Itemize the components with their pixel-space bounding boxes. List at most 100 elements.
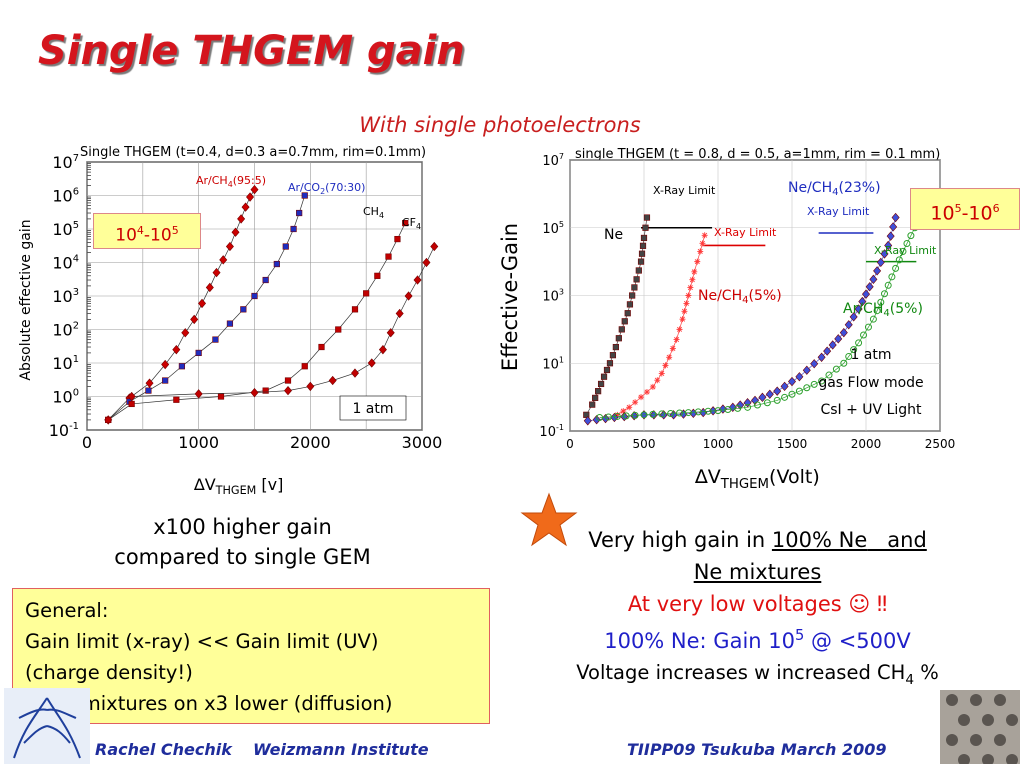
left-data-point [246, 192, 255, 202]
right-data-point [694, 408, 702, 416]
right-data-point [854, 304, 863, 314]
left-data-point [335, 326, 342, 333]
right-data-point [685, 292, 692, 299]
left-data-point [225, 241, 234, 252]
right-data-point [600, 373, 608, 380]
left-data-point [363, 290, 370, 297]
notes-line-3: (charge density!) [25, 661, 193, 684]
right-data-point [667, 409, 675, 417]
right-x-tick-label: 2500 [925, 437, 956, 451]
left-chart-xlabel: ∆VTHGEM [v] [194, 475, 284, 498]
right-data-point [658, 410, 666, 418]
left-x-tick-label: 2000 [290, 433, 331, 452]
left-y-tick-label: 102 [52, 320, 79, 339]
right-data-point [631, 284, 638, 291]
left-data-point [161, 359, 170, 370]
right-data-point [666, 354, 673, 361]
footer-author: Rachel Chechik [95, 740, 232, 759]
right-data-point [643, 214, 651, 221]
left-data-point [284, 385, 292, 396]
left-y-tick-label: 107 [52, 153, 79, 172]
right-data-point [643, 389, 650, 396]
right-data-point [640, 234, 648, 242]
right-data-point [734, 404, 742, 412]
right-data-point [876, 257, 885, 268]
right-data-point [624, 310, 631, 317]
left-data-point [413, 275, 422, 285]
right-data-point [691, 268, 698, 275]
left-y-tick-label: 101 [52, 354, 79, 373]
right-data-point [795, 387, 803, 395]
right-data-point [855, 339, 863, 347]
right-x-tick-label: 1500 [777, 437, 808, 451]
right-data-point [780, 381, 789, 392]
left-data-point [385, 253, 392, 260]
right-data-point [597, 380, 605, 388]
right-data-point [689, 276, 696, 283]
conclusion-line-5: Voltage increases w increased CH4 % [576, 661, 939, 688]
right-data-point [817, 352, 826, 362]
left-data-point [195, 349, 202, 357]
right-data-point [873, 266, 882, 276]
xray-limit-label: X-Ray Limit [874, 244, 937, 257]
right-data-point [583, 411, 590, 418]
right-data-point [583, 416, 592, 426]
right-data-point [773, 396, 781, 404]
right-data-point [649, 383, 656, 390]
right-data-point [596, 414, 604, 422]
conclusion-line-1: Very high gain in 100% Ne and [588, 528, 927, 552]
comparison-line-2: compared to single GEM [114, 545, 371, 569]
left-data-point [172, 345, 181, 355]
left-data-point [290, 225, 297, 233]
right-data-point [849, 312, 858, 322]
right-data-point [892, 264, 900, 272]
conclusions-text: Very high gain in 100% Ne and Ne mixture… [510, 524, 1005, 696]
right-data-point [758, 392, 767, 402]
left-data-point [217, 393, 225, 400]
left-data-point [250, 184, 259, 195]
right-data-point [637, 258, 645, 265]
right-data-point [606, 360, 614, 367]
right-x-tick-label: 500 [633, 437, 656, 451]
left-x-tick-label: 3000 [402, 433, 443, 452]
left-x-tick-label: 0 [82, 433, 92, 452]
right-gain-chart: 0 500 1000 1500 2000 2500 10-1 101 103 105 107 Ne Ne… [539, 152, 956, 451]
right-data-point [825, 371, 833, 379]
left-data-point [105, 416, 112, 424]
right-data-point [638, 250, 646, 257]
left-data-point [198, 298, 207, 309]
left-series-label: CF4 [402, 216, 421, 231]
left-data-point [250, 388, 259, 398]
left-series-line [107, 195, 306, 421]
right-data-point [669, 345, 676, 352]
thgem-electrode-photo [940, 690, 1020, 764]
right-data-point [840, 359, 848, 367]
right-data-point [589, 401, 596, 408]
right-data-point [687, 284, 694, 291]
right-data-point [612, 343, 619, 351]
right-data-point [595, 388, 602, 395]
right-data-point [633, 276, 640, 283]
right-y-tick-label: 10-1 [539, 423, 564, 440]
right-data-point [881, 290, 888, 298]
right-data-point [895, 256, 903, 264]
star-icon [520, 492, 578, 547]
left-data-point [212, 267, 221, 278]
left-data-point [430, 241, 439, 252]
left-annotation-text: 1 atm [352, 401, 393, 417]
right-data-point [844, 320, 853, 330]
right-data-point [592, 415, 601, 425]
left-data-point [219, 255, 228, 265]
right-data-point [860, 331, 868, 339]
left-data-point [145, 378, 154, 388]
left-data-point [262, 387, 269, 394]
right-series-label: Ne/CH4(5%) [698, 288, 782, 306]
left-data-point [301, 192, 308, 199]
right-data-point [773, 386, 782, 396]
left-gain-range-box: 104-105 [93, 213, 201, 249]
right-data-point [850, 346, 858, 354]
comparison-line-1: x100 higher gain [153, 515, 332, 539]
left-y-tick-label: 104 [52, 253, 79, 272]
left-gain-chart: 0 1000 2000 3000 10-1 100 101 102 103 104 105 106 10… [49, 153, 443, 452]
right-data-point [810, 359, 819, 369]
